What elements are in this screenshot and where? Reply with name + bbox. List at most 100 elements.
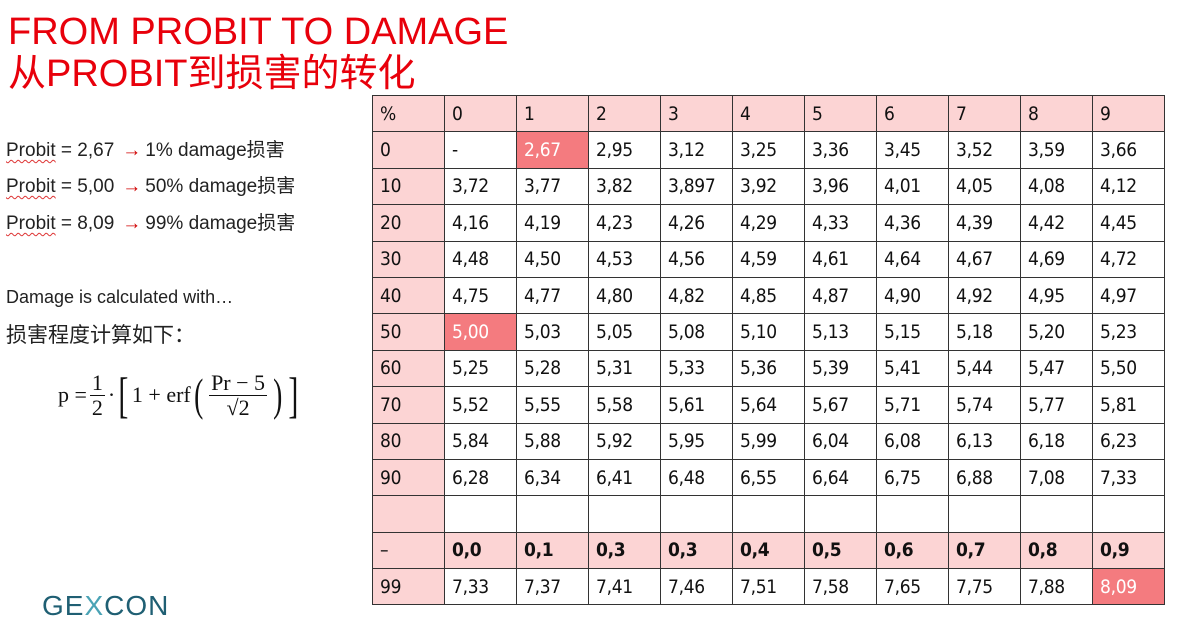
table-cell: 7,88 — [1020, 568, 1093, 606]
table-cell: 5,95 — [660, 422, 733, 460]
table-cell: 6,04 — [804, 422, 877, 460]
table-cell: 7,51 — [732, 568, 805, 606]
table-cell: 3,52 — [948, 131, 1021, 169]
row-header-cell: 10 — [372, 167, 445, 206]
logo-x: X — [84, 590, 105, 621]
formula-fraction: Pr − 5 √2 — [209, 369, 268, 420]
table-cell: 4,05 — [948, 167, 1021, 206]
right-arrow-icon: → — [122, 176, 142, 197]
table-cell: 6,08 — [876, 422, 949, 460]
formula-inner: 1 + erf — [131, 382, 191, 407]
table-cell: 6,34 — [516, 458, 589, 497]
formula-half: 1 2 — [89, 370, 105, 420]
table-cell: 7,08 — [1020, 458, 1093, 497]
table-row: 40 4,75 4,77 4,80 4,82 4,85 4,87 4,90 4,92 4,95 4,… — [372, 276, 1165, 315]
table-cell: 5,03 — [516, 313, 589, 351]
subheader-row: –0,0 0,1 0,3 0,3 0,4 0,5 0,6 0,7 0,8 0,9 — [372, 531, 1165, 570]
row-header-cell: % — [372, 94, 445, 133]
table-cell — [948, 495, 1021, 533]
table-cell: 6,75 — [876, 458, 949, 497]
formula-rbracket: ] — [288, 367, 299, 423]
row-header-cell: 0 — [372, 131, 445, 169]
table-cell: 5,77 — [1020, 386, 1093, 424]
table-cell: 6,41 — [588, 458, 661, 497]
row-header-cell: 80 — [372, 422, 445, 460]
table-row: 90 6,28 6,34 6,41 6,48 6,55 6,64 6,75 6,88 7,08 7,… — [372, 458, 1165, 497]
row-header-cell: 70 — [372, 386, 445, 424]
table-row: 50 5,00 5,03 5,05 5,08 5,10 5,13 5,15 5,18 5,20 5,… — [372, 313, 1165, 351]
table-cell: 3,45 — [876, 131, 949, 169]
probit-result: 50% damage损害 — [145, 176, 296, 197]
table-cell: 5,13 — [804, 313, 877, 351]
formula-lhs: p = — [58, 382, 87, 407]
highlighted-cell: 2,67 — [516, 131, 589, 169]
table-cell: 5,47 — [1020, 349, 1093, 388]
table-cell: 5,88 — [516, 422, 589, 460]
probit-value: = 2,67 — [55, 140, 115, 161]
table-cell: 5,67 — [804, 386, 877, 424]
row-header-cell: 20 — [372, 204, 445, 242]
table-row: 70 5,52 5,55 5,58 5,61 5,64 5,67 5,71 5,74 5,77 5,… — [372, 386, 1165, 424]
logo-part: GE — [42, 590, 85, 621]
table-cell: 5,99 — [732, 422, 805, 460]
probit-result: 1% damage损害 — [145, 140, 285, 161]
damage-text-en: Damage is calculated with… — [6, 287, 234, 307]
table-cell: 7,33 — [1092, 458, 1165, 497]
row-header-cell — [372, 495, 445, 533]
table-cell: 5,55 — [516, 386, 589, 424]
table-cell: 4,92 — [948, 276, 1021, 315]
table-cell: 7,33 — [444, 568, 517, 606]
table-cell: 7,58 — [804, 568, 877, 606]
table-cell: 1 — [516, 94, 589, 133]
formula-rparen: ) — [273, 369, 283, 420]
table-cell: 4 — [732, 94, 805, 133]
table-cell: 5,81 — [1092, 386, 1165, 424]
table-cell: 5,84 — [444, 422, 517, 460]
table-cell — [804, 495, 877, 533]
table-cell: 8 — [1020, 94, 1093, 133]
table-cell: 4,08 — [1020, 167, 1093, 206]
table-cell — [444, 495, 517, 533]
table-cell: 0,4 — [732, 531, 805, 570]
table-cell: 4,69 — [1020, 240, 1093, 278]
probit-example-2: Probit = 5,00 → 50% damage损害 — [6, 175, 295, 199]
table-cell: 5,41 — [876, 349, 949, 388]
table-cell: 4,85 — [732, 276, 805, 315]
table-cell: 5,20 — [1020, 313, 1093, 351]
table-cell: 5,31 — [588, 349, 661, 388]
table-cell: 5,28 — [516, 349, 589, 388]
table-cell: 9 — [1092, 94, 1165, 133]
table-cell: 6,48 — [660, 458, 733, 497]
probit-value: = 5,00 — [55, 176, 115, 197]
table-cell: 4,97 — [1092, 276, 1165, 315]
table-cell — [660, 495, 733, 533]
table-cell: 5,61 — [660, 386, 733, 424]
table-cell: 4,48 — [444, 240, 517, 278]
probit-result: 99% damage损害 — [145, 213, 296, 234]
table-cell: 4,59 — [732, 240, 805, 278]
table-cell: 5,36 — [732, 349, 805, 388]
table-cell: 3,59 — [1020, 131, 1093, 169]
table-cell: 4,82 — [660, 276, 733, 315]
damage-text-cn: 损害程度计算如下： — [6, 324, 195, 347]
table-cell: 5 — [804, 94, 877, 133]
table-cell: 5,08 — [660, 313, 733, 351]
table-cell: 7,65 — [876, 568, 949, 606]
table-cell: 5,92 — [588, 422, 661, 460]
table-cell: 3,77 — [516, 167, 589, 206]
table-cell: 0,3 — [660, 531, 733, 570]
table-cell: 4,72 — [1092, 240, 1165, 278]
table-cell: 5,10 — [732, 313, 805, 351]
table-cell: 3,897 — [660, 167, 733, 206]
probit-label: Probit — [6, 213, 56, 234]
table-cell: 0,6 — [876, 531, 949, 570]
table-cell: 4,50 — [516, 240, 589, 278]
table-cell: 4,95 — [1020, 276, 1093, 315]
table-cell — [1020, 495, 1093, 533]
table-row — [372, 495, 1165, 533]
formula-frac-num: Pr − 5 — [209, 369, 268, 396]
table-cell: 6,13 — [948, 422, 1021, 460]
table-cell: 4,90 — [876, 276, 949, 315]
table-cell — [732, 495, 805, 533]
table-cell: 6,23 — [1092, 422, 1165, 460]
